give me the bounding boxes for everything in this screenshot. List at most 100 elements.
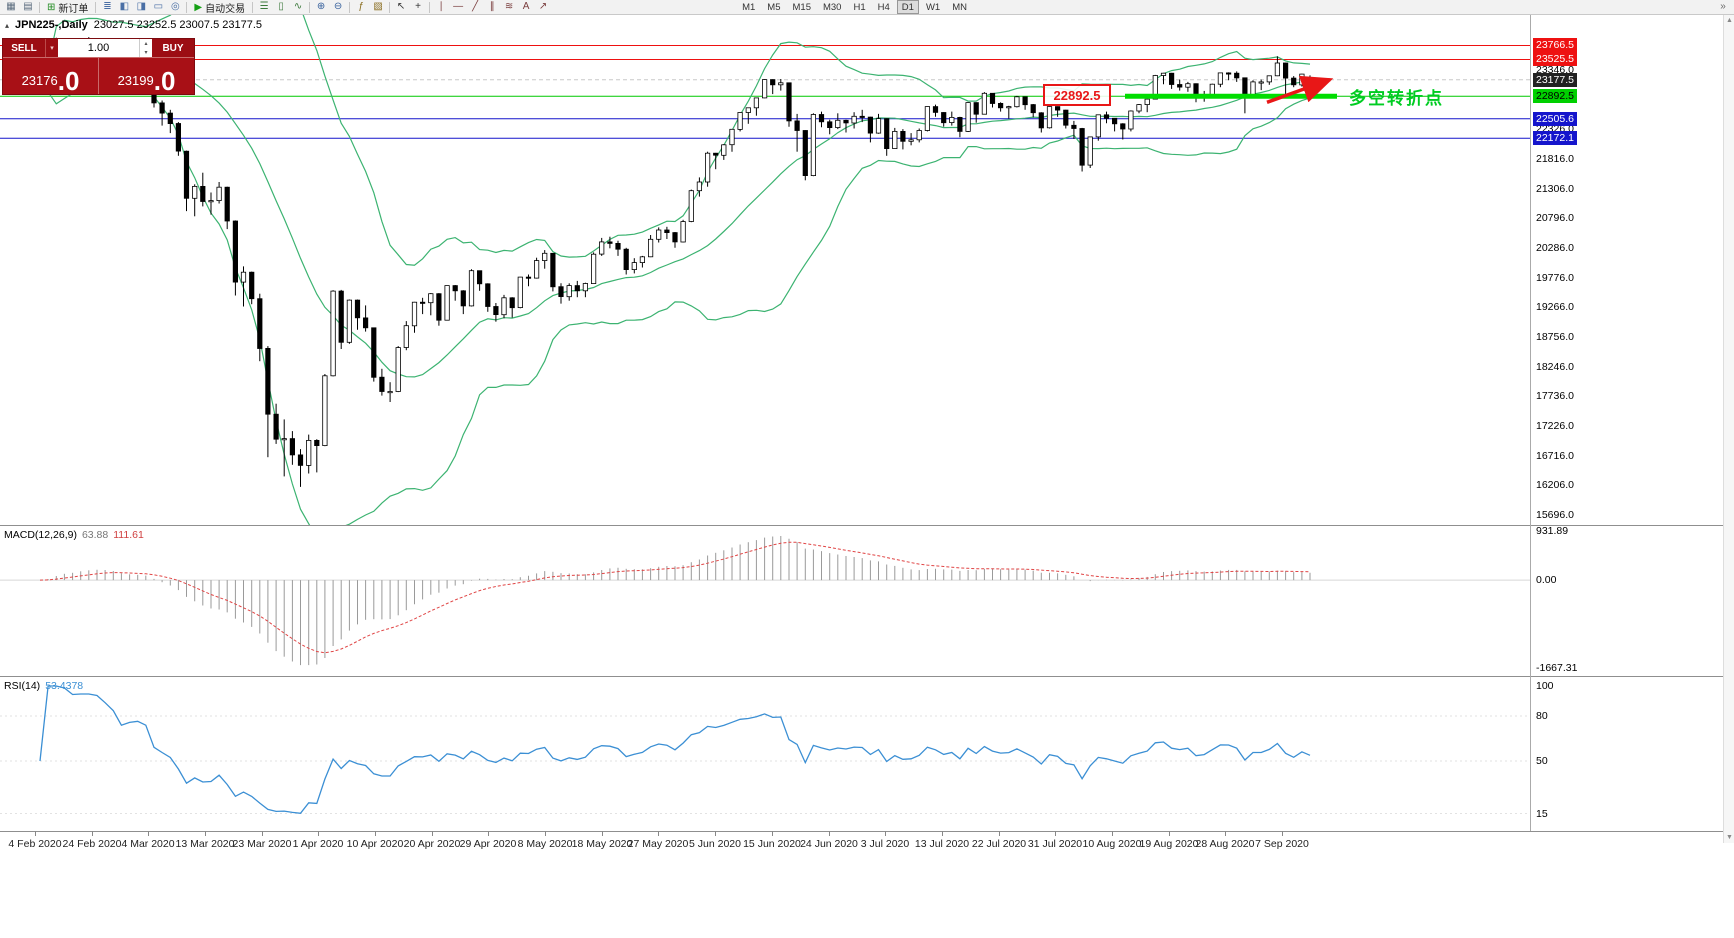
sell-price-fraction: .0 — [57, 65, 80, 96]
bar-chart-icon[interactable]: ☰ — [259, 1, 269, 12]
price-axis[interactable]: 23346.0 22326.0 21816.0 21306.0 20796.0 20286… — [1531, 0, 1611, 856]
time-axis-tick — [942, 831, 943, 836]
price-level-flag[interactable]: 22892.5 — [1043, 84, 1111, 106]
time-axis-tick — [885, 831, 886, 836]
buy-button[interactable]: BUY — [152, 39, 194, 57]
sell-price-main: 23176 — [21, 73, 58, 88]
buy-price-button[interactable]: 23199 .0 — [99, 58, 194, 94]
toolbar-separator — [186, 1, 188, 13]
rsi-panel[interactable] — [0, 678, 1530, 831]
date-label: 10 Apr 2020 — [346, 838, 404, 850]
rsi-label: RSI(14) 53.4378 — [4, 680, 83, 692]
timeframe-m15-button[interactable]: M15 — [792, 1, 811, 13]
date-label: 4 Feb 2020 — [8, 838, 62, 850]
toolbar-separator — [429, 1, 431, 13]
turning-point-label[interactable]: 多空转折点 — [1349, 89, 1444, 108]
macd-scale-label: -1667.31 — [1536, 662, 1578, 674]
cursor-icon[interactable]: ↖ — [396, 1, 406, 12]
date-label: 28 Aug 2020 — [1195, 838, 1255, 850]
new-order-button[interactable]: ⊞ 新订单 — [43, 1, 92, 15]
symbol-period-label: JPN225-,Daily — [15, 19, 88, 31]
scroll-down-icon[interactable]: ▼ — [1726, 834, 1733, 841]
price-scale-label: 18756.0 — [1536, 331, 1574, 343]
date-label: 20 Apr 2020 — [403, 838, 461, 850]
sell-dropdown-icon[interactable]: ▾ — [45, 39, 58, 57]
main-toolbar: ▦ ▤ ⊞ 新订单 ≣ ◧ ◨ ▭ ◎ ▶ 自动交易 ☰ ▯ ∿ ⊕ ⊖ ƒ ▧ ↖ + ∣ ― ╱ ∥ ≋ A ↗ M1 M5 M15 M… — [0, 0, 1734, 15]
price-scale-label: 16206.0 — [1536, 479, 1574, 491]
macd-scale-label: 0.00 — [1536, 574, 1557, 586]
time-axis-tick — [35, 831, 36, 836]
macd-scale-label: 931.89 — [1536, 525, 1569, 537]
macd-panel-divider[interactable] — [0, 525, 1734, 526]
price-scale-label: 20796.0 — [1536, 212, 1574, 224]
autotrading-button-label: 自动交易 — [205, 3, 246, 15]
price-scale-label: 18246.0 — [1536, 361, 1574, 373]
templates-icon[interactable]: ▧ — [373, 1, 383, 12]
vertical-scrollbar[interactable]: ▲ ▼ — [1723, 15, 1734, 843]
time-axis-tick — [1055, 831, 1056, 836]
price-scale-label: 17736.0 — [1536, 390, 1574, 402]
new-chart-icon[interactable]: ▦ — [6, 1, 16, 12]
price-scale-label: 21816.0 — [1536, 153, 1574, 165]
line-chart-icon[interactable]: ∿ — [293, 1, 303, 12]
scroll-up-icon[interactable]: ▲ — [1726, 17, 1733, 24]
time-axis-tick — [545, 831, 546, 836]
rsi-scale-label: 80 — [1536, 710, 1548, 722]
autotrading-button[interactable]: ▶ 自动交易 — [190, 1, 249, 15]
timeframe-h4-button[interactable]: H4 — [877, 1, 890, 13]
timeframe-m5-button[interactable]: M5 — [767, 1, 781, 13]
macd-panel[interactable] — [0, 527, 1530, 675]
time-axis-tick — [148, 831, 149, 836]
timeframe-mn-button[interactable]: MN — [952, 1, 967, 13]
price-level-label-red: 23766.5 — [1533, 38, 1577, 52]
data-window-icon[interactable]: ◧ — [119, 1, 130, 12]
horizontal-line-icon[interactable]: ― — [453, 1, 464, 12]
timeframe-m30-button[interactable]: M30 — [822, 1, 842, 13]
time-axis-tick — [488, 831, 489, 836]
volume-input[interactable] — [58, 39, 139, 57]
price-scale-label: 20286.0 — [1536, 242, 1574, 254]
toolbar-overflow-icon[interactable]: » — [1720, 1, 1726, 12]
indicators-icon[interactable]: ƒ — [358, 1, 364, 12]
candlestick-chart-icon[interactable]: ▯ — [278, 1, 284, 12]
timeframe-w1-button[interactable]: W1 — [925, 1, 941, 13]
rsi-scale-label: 50 — [1536, 755, 1548, 767]
date-label: 19 Aug 2020 — [1139, 838, 1199, 850]
time-axis-tick — [999, 831, 1000, 836]
terminal-icon[interactable]: ▭ — [153, 1, 164, 12]
arrows-icon[interactable]: ↗ — [538, 1, 548, 12]
crosshair-icon[interactable]: + — [415, 1, 422, 12]
text-icon[interactable]: A — [522, 1, 530, 12]
price-scale-label: 19266.0 — [1536, 301, 1574, 313]
time-axis-tick — [1112, 831, 1113, 836]
date-label: 7 Sep 2020 — [1255, 838, 1309, 850]
date-label: 27 May 2020 — [627, 838, 689, 850]
market-watch-icon[interactable]: ≣ — [103, 1, 112, 12]
rsi-panel-divider[interactable] — [0, 676, 1734, 677]
trendline-icon[interactable]: ╱ — [472, 1, 479, 12]
time-axis-tick — [318, 831, 319, 836]
sell-price-button[interactable]: 23176 .0 — [3, 58, 99, 94]
fibonacci-icon[interactable]: ≋ — [504, 1, 514, 12]
date-label: 4 Mar 2020 — [121, 838, 175, 850]
date-label: 18 May 2020 — [571, 838, 633, 850]
volume-up-icon[interactable]: ▴ — [144, 41, 148, 47]
vertical-line-icon[interactable]: ∣ — [438, 1, 444, 12]
time-axis-tick — [1169, 831, 1170, 836]
timeframe-d1-button[interactable]: D1 — [896, 0, 919, 14]
time-axis-tick — [432, 831, 433, 836]
price-level-label-current: 23177.5 — [1533, 73, 1577, 87]
chart-header: ▴ JPN225-,Daily 23027.5 23252.5 23007.5 … — [5, 19, 262, 31]
timeframe-h1-button[interactable]: H1 — [853, 1, 866, 13]
timeframe-m1-button[interactable]: M1 — [742, 1, 756, 13]
time-axis-tick — [772, 831, 773, 836]
navigator-icon[interactable]: ◨ — [136, 1, 147, 12]
sell-button[interactable]: SELL — [3, 39, 45, 57]
zoom-out-icon[interactable]: ⊖ — [333, 1, 343, 12]
strategy-tester-icon[interactable]: ◎ — [171, 1, 180, 12]
price-chart[interactable] — [0, 15, 1530, 525]
channel-icon[interactable]: ∥ — [489, 1, 495, 12]
volume-down-icon[interactable]: ▾ — [144, 50, 148, 56]
chart-profiles-icon[interactable]: ▤ — [23, 1, 33, 12]
zoom-in-icon[interactable]: ⊕ — [316, 1, 326, 12]
